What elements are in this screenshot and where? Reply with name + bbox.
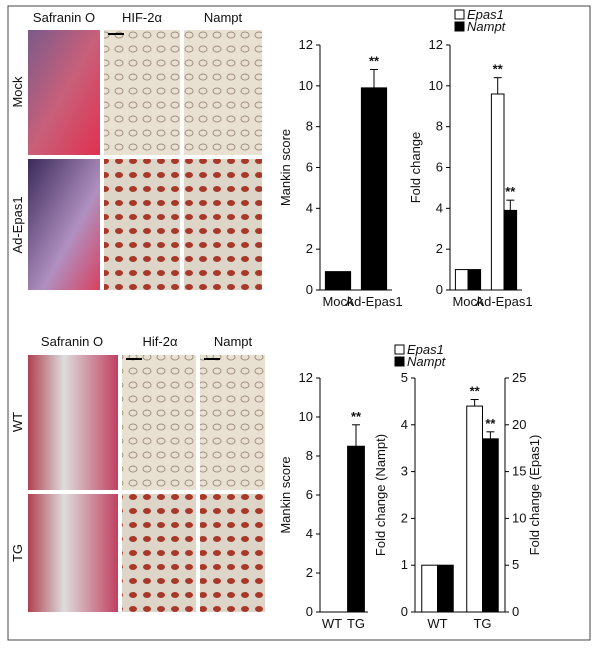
legend-swatch: [394, 356, 405, 367]
column-label: Hif-2α: [143, 334, 178, 349]
y2-tick-label: 20: [512, 417, 526, 432]
y-tick-label: 10: [299, 78, 313, 93]
y2-tick-label: 0: [512, 604, 519, 619]
significance: **: [470, 384, 481, 399]
x-tick-label: Ad-Epas1: [475, 294, 532, 309]
column-label: Safranin O: [41, 334, 103, 349]
y-tick-label: 6: [306, 160, 313, 175]
image: [28, 494, 118, 612]
significance: **: [351, 409, 362, 424]
x-tick-label: TG: [473, 616, 491, 631]
bar: [467, 269, 482, 291]
y-tick-label: 0: [306, 282, 313, 297]
y-tick-label: 12: [299, 37, 313, 52]
y-tick-label: 8: [306, 448, 313, 463]
y-tick-label: 2: [436, 241, 443, 256]
image: [104, 30, 180, 155]
legend-swatch: [454, 9, 465, 20]
bar: [360, 87, 388, 291]
y-tick-label: 5: [401, 370, 408, 385]
bar: [437, 564, 454, 613]
y-tick-label: 8: [306, 119, 313, 134]
top-images: [28, 30, 262, 290]
x-tick-label: WT: [322, 616, 342, 631]
image: [104, 159, 180, 290]
y-axis-label: Mankin score: [278, 129, 293, 206]
y-tick-label: 12: [429, 37, 443, 52]
y-tick-label: 3: [401, 464, 408, 479]
bar: [421, 564, 438, 613]
y-tick-label: 4: [436, 200, 443, 215]
y-tick-label: 0: [436, 282, 443, 297]
x-tick-label: TG: [347, 616, 365, 631]
legend-label: Epas1: [407, 342, 444, 357]
image: [200, 355, 265, 490]
y-tick-label: 2: [306, 565, 313, 580]
image: [28, 30, 100, 155]
bar: [466, 405, 483, 613]
legend-swatch: [394, 344, 405, 355]
x-tick-label: WT: [427, 616, 447, 631]
significance: **: [493, 62, 504, 77]
y-axis-label: Fold change: [408, 132, 423, 204]
x-tick-label: Mock: [322, 294, 354, 309]
y2-tick-label: 15: [512, 464, 526, 479]
y-tick-label: 4: [401, 417, 408, 432]
column-label: Nampt: [204, 10, 243, 25]
legend-swatch: [454, 21, 465, 32]
significance: **: [505, 184, 516, 199]
image: [28, 355, 118, 490]
y-tick-label: 10: [429, 78, 443, 93]
y-axis-label: Mankin score: [278, 456, 293, 533]
column-label: Nampt: [214, 334, 253, 349]
y-axis-label: Fold change (Nampt): [373, 434, 388, 556]
image: [122, 355, 196, 490]
significance: **: [369, 54, 380, 69]
legend-label: Nampt: [467, 19, 507, 34]
bar: [324, 271, 352, 291]
legend-label: Nampt: [407, 354, 447, 369]
frame: [7, 5, 591, 641]
y-tick-label: 1: [401, 557, 408, 572]
column-label: HIF-2α: [122, 10, 163, 25]
y-tick-label: 0: [306, 604, 313, 619]
bar: [490, 93, 505, 291]
bar: [454, 269, 469, 291]
image: [200, 494, 265, 612]
x-tick-label: Mock: [452, 294, 484, 309]
y-tick-label: 0: [401, 604, 408, 619]
y-tick-label: 10: [299, 409, 313, 424]
y-tick-label: 6: [436, 160, 443, 175]
y-tick-label: 2: [401, 510, 408, 525]
y-tick-label: 4: [306, 526, 313, 541]
y-tick-label: 6: [306, 487, 313, 502]
column-label: Safranin O: [33, 10, 95, 25]
y-tick-label: 2: [306, 241, 313, 256]
image: [28, 159, 100, 290]
row-label: Mock: [10, 76, 25, 108]
image: [122, 494, 196, 612]
bar: [347, 445, 365, 613]
row-label: Ad-Epas1: [10, 196, 25, 253]
image: [184, 30, 262, 155]
y2-axis-label: Fold change (Epas1): [527, 435, 542, 556]
bottom-images: [28, 355, 265, 612]
y2-tick-label: 25: [512, 370, 526, 385]
significance: **: [485, 416, 496, 431]
y2-tick-label: 5: [512, 557, 519, 572]
image: [184, 159, 262, 290]
y-tick-label: 12: [299, 370, 313, 385]
bar: [503, 209, 518, 291]
row-label: WT: [10, 412, 25, 432]
bar: [482, 438, 499, 613]
x-tick-label: Ad-Epas1: [345, 294, 402, 309]
row-label: TG: [10, 544, 25, 562]
y-tick-label: 4: [306, 200, 313, 215]
y-tick-label: 8: [436, 119, 443, 134]
y2-tick-label: 10: [512, 510, 526, 525]
legend-label: Epas1: [467, 7, 504, 22]
